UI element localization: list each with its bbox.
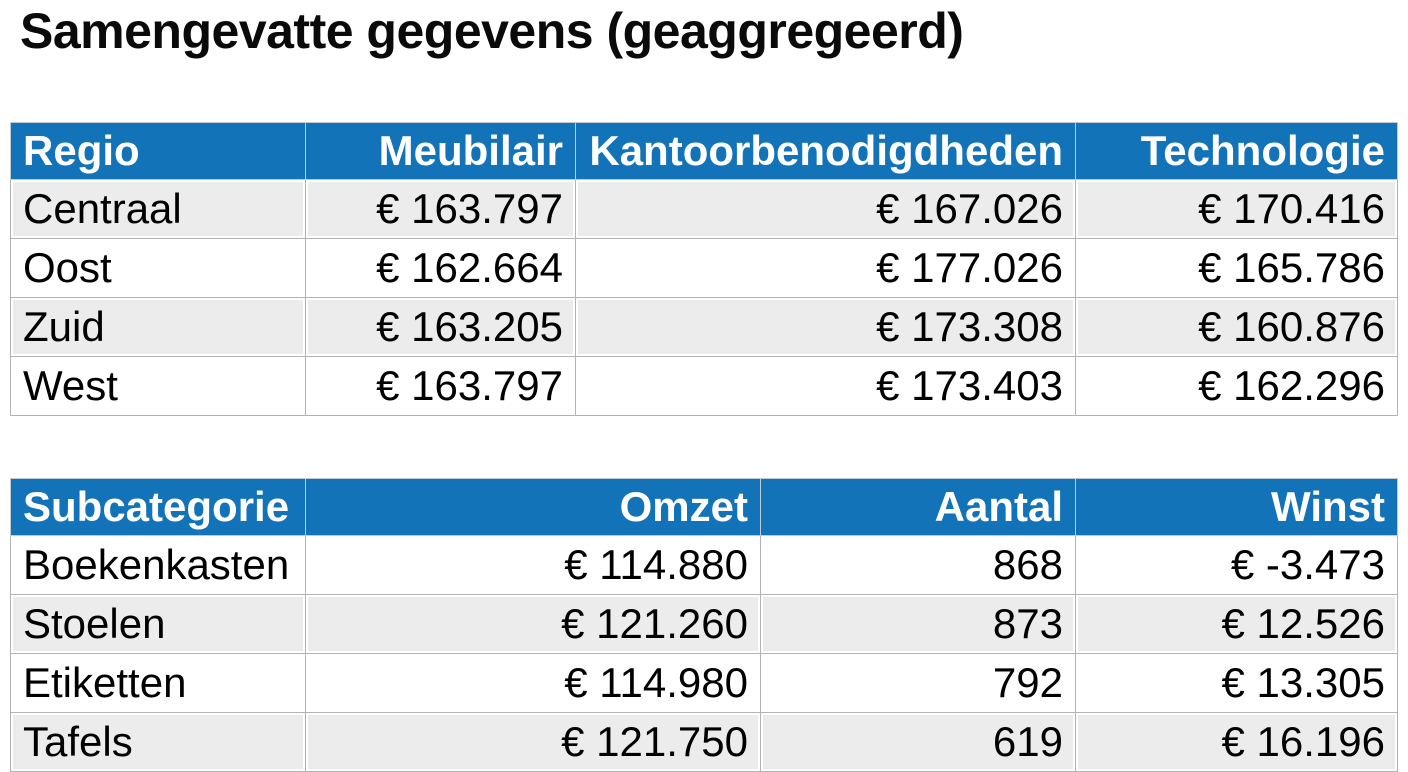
table-row-west: West € 163.797 € 173.403 € 162.296 bbox=[10, 356, 1398, 416]
row-label-cell: Etiketten bbox=[10, 653, 306, 713]
value-cell: € 163.797 bbox=[305, 179, 576, 239]
table-row-zuid: Zuid € 163.205 € 173.308 € 160.876 bbox=[10, 297, 1398, 357]
regio-table-header: Regio Meubilair Kantoorbenodigdheden Tec… bbox=[10, 122, 1398, 180]
value-cell: € 163.797 bbox=[305, 356, 576, 416]
value-cell: € -3.473 bbox=[1075, 535, 1398, 595]
row-label-cell: Oost bbox=[10, 238, 306, 298]
value-cell: € 177.026 bbox=[575, 238, 1076, 298]
row-label-cell: Centraal bbox=[10, 179, 306, 239]
value-cell: € 165.786 bbox=[1075, 238, 1398, 298]
header-cell-subcategorie: Subcategorie bbox=[10, 478, 306, 536]
value-cell: € 173.308 bbox=[575, 297, 1076, 357]
page-title: Samengevatte gegevens (geaggregeerd) bbox=[20, 3, 964, 59]
header-cell-regio: Regio bbox=[10, 122, 306, 180]
table-row-boekenkasten: Boekenkasten € 114.880 868 € -3.473 bbox=[10, 535, 1398, 595]
value-cell: 792 bbox=[760, 653, 1076, 713]
row-label-cell: Stoelen bbox=[10, 594, 306, 654]
value-cell: € 173.403 bbox=[575, 356, 1076, 416]
subcategorie-summary-table: Subcategorie Omzet Aantal Winst Boekenka… bbox=[10, 478, 1398, 772]
value-cell: € 167.026 bbox=[575, 179, 1076, 239]
regio-summary-table: Regio Meubilair Kantoorbenodigdheden Tec… bbox=[10, 122, 1398, 416]
header-cell-kantoorbenodigdheden: Kantoorbenodigdheden bbox=[575, 122, 1076, 180]
header-cell-technologie: Technologie bbox=[1075, 122, 1398, 180]
value-cell: € 162.296 bbox=[1075, 356, 1398, 416]
row-label-cell: Tafels bbox=[10, 712, 306, 772]
header-cell-winst: Winst bbox=[1075, 478, 1398, 536]
table-row-oost: Oost € 162.664 € 177.026 € 165.786 bbox=[10, 238, 1398, 298]
value-cell: € 12.526 bbox=[1075, 594, 1398, 654]
value-cell: € 121.260 bbox=[305, 594, 761, 654]
header-cell-meubilair: Meubilair bbox=[305, 122, 576, 180]
row-label-cell: Zuid bbox=[10, 297, 306, 357]
table-row-stoelen: Stoelen € 121.260 873 € 12.526 bbox=[10, 594, 1398, 654]
table-row-etiketten: Etiketten € 114.980 792 € 13.305 bbox=[10, 653, 1398, 713]
row-label-cell: Boekenkasten bbox=[10, 535, 306, 595]
value-cell: € 162.664 bbox=[305, 238, 576, 298]
header-row: Regio Meubilair Kantoorbenodigdheden Tec… bbox=[10, 122, 1398, 180]
value-cell: € 114.880 bbox=[305, 535, 761, 595]
value-cell: € 163.205 bbox=[305, 297, 576, 357]
regio-table-body: Centraal € 163.797 € 167.026 € 170.416 O… bbox=[10, 179, 1398, 416]
value-cell: 619 bbox=[760, 712, 1076, 772]
row-label-cell: West bbox=[10, 356, 306, 416]
value-cell: € 16.196 bbox=[1075, 712, 1398, 772]
table-row-centraal: Centraal € 163.797 € 167.026 € 170.416 bbox=[10, 179, 1398, 239]
header-cell-omzet: Omzet bbox=[305, 478, 761, 536]
value-cell: € 13.305 bbox=[1075, 653, 1398, 713]
value-cell: € 160.876 bbox=[1075, 297, 1398, 357]
value-cell: 873 bbox=[760, 594, 1076, 654]
value-cell: € 121.750 bbox=[305, 712, 761, 772]
value-cell: 868 bbox=[760, 535, 1076, 595]
header-row: Subcategorie Omzet Aantal Winst bbox=[10, 478, 1398, 536]
header-cell-aantal: Aantal bbox=[760, 478, 1076, 536]
subcat-table-body: Boekenkasten € 114.880 868 € -3.473 Stoe… bbox=[10, 535, 1398, 772]
value-cell: € 114.980 bbox=[305, 653, 761, 713]
value-cell: € 170.416 bbox=[1075, 179, 1398, 239]
table-row-tafels: Tafels € 121.750 619 € 16.196 bbox=[10, 712, 1398, 772]
subcat-table-header: Subcategorie Omzet Aantal Winst bbox=[10, 478, 1398, 536]
